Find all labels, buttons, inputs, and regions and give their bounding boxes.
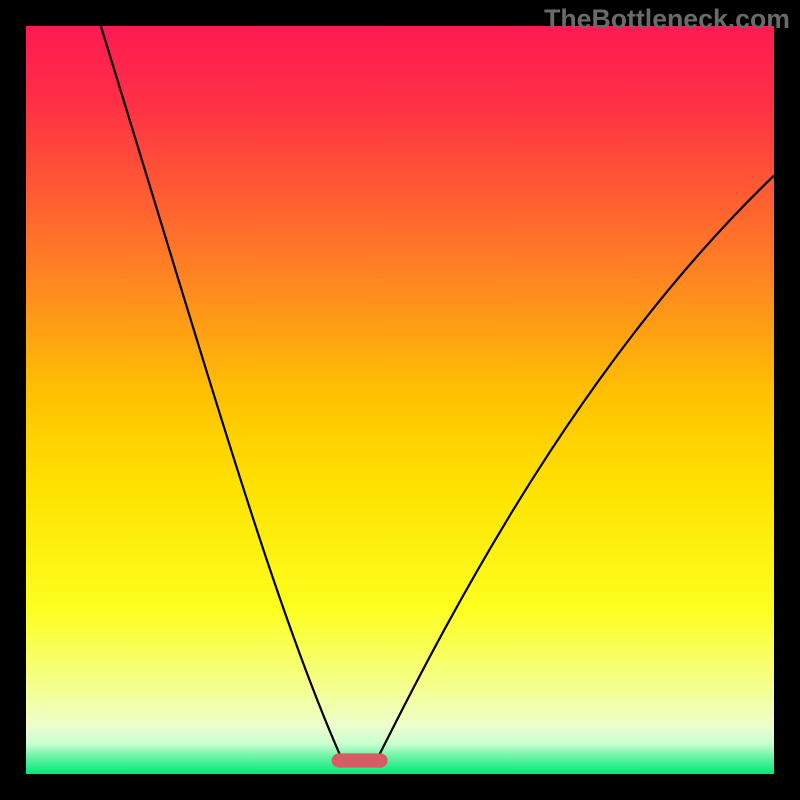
min-marker <box>332 753 388 767</box>
bottleneck-chart: TheBottleneck.com <box>0 0 800 800</box>
plot-area <box>26 26 774 774</box>
chart-svg <box>0 0 800 800</box>
